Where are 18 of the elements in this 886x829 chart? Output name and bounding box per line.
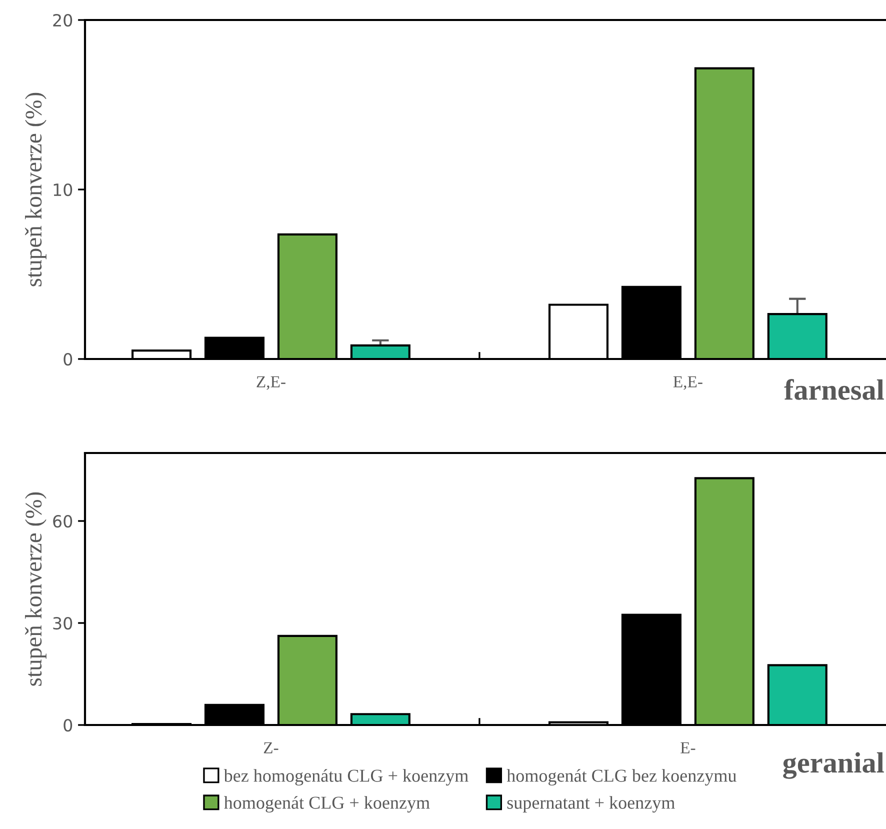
x-tick-label: Z-: [264, 742, 278, 754]
y-tick-label: 20: [53, 14, 72, 27]
y-axis-title: stupeň konverze (%): [24, 92, 46, 286]
x-tick-label: E,E-: [673, 376, 702, 390]
y-tick-label: 60: [53, 514, 72, 528]
y-tick-label: 30: [53, 616, 72, 630]
legend-label: supernatant + koenzym: [507, 796, 675, 813]
legend-label: bez homogenátu CLG + koenzym: [224, 769, 468, 786]
y-axis-title: stupeň konverze (%): [24, 492, 46, 686]
legend-label: homogenát CLG + koenzym: [224, 796, 430, 813]
y-tick-label: 10: [54, 183, 72, 196]
text: geranial: [783, 752, 884, 779]
legend-label: homogenát CLG bez koenzymu: [506, 769, 736, 786]
text: farnesal: [784, 379, 884, 400]
x-tick-label: Z,E-: [256, 376, 286, 390]
y-tick-label: 0: [64, 352, 72, 366]
y-tick-label: 0: [64, 718, 72, 732]
x-tick-label: E-: [680, 742, 696, 754]
